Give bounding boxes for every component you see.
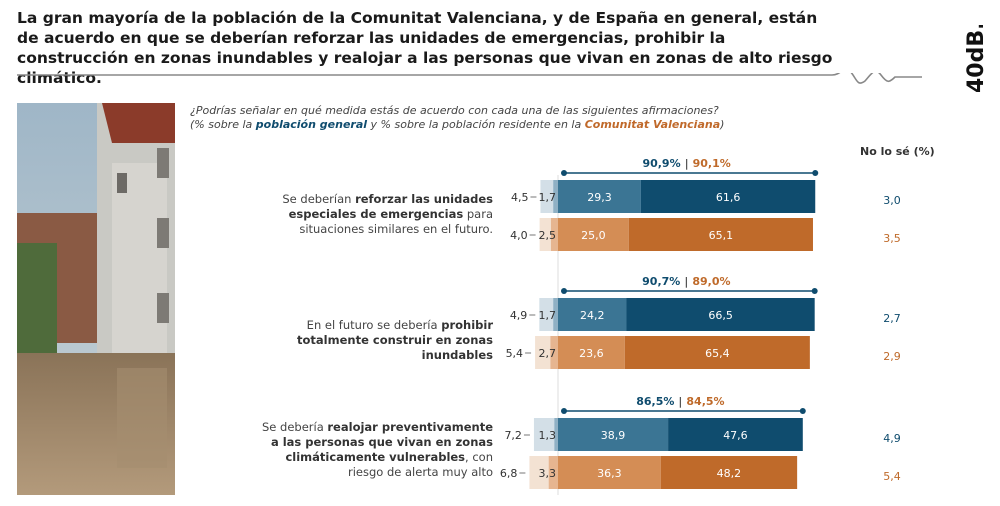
- bracket-dot: [561, 408, 567, 414]
- no-sabe-header: No lo sé (%): [860, 145, 935, 158]
- label-strong-agree: 48,2: [717, 467, 742, 480]
- bar-disagree: [548, 456, 558, 489]
- group-general-label: población general: [255, 118, 368, 131]
- stmt-bold: reforzar las unidades especiales de emer…: [288, 192, 493, 221]
- bar-strong-agree: [626, 298, 815, 331]
- bar-strong-disagree: [533, 418, 555, 451]
- label-no-sabe: 5,4: [883, 470, 901, 483]
- label-strong-disagree: 7,2: [504, 429, 522, 442]
- stmt-text: En el futuro se debería: [306, 318, 442, 332]
- bar-strong-disagree: [535, 336, 551, 369]
- bar-strong-disagree: [540, 180, 554, 213]
- label-strong-disagree: 4,9: [510, 309, 528, 322]
- bar-strong-agree: [640, 180, 816, 213]
- label-agree: 36,3: [597, 467, 622, 480]
- bar-agree: [558, 180, 641, 213]
- label-agree: 25,0: [581, 229, 606, 242]
- group-cv-label: Comunitat Valenciana: [584, 118, 721, 131]
- bar-strong-agree: [668, 418, 803, 451]
- label-strong-disagree: 4,5: [511, 191, 529, 204]
- note-text: y % sobre la población residente en la: [367, 118, 585, 131]
- statement-2: En el futuro se debería prohibir totalme…: [253, 318, 493, 363]
- label-disagree: 1,3: [539, 429, 557, 442]
- total-separator: |: [685, 157, 689, 170]
- bracket-dot: [561, 288, 567, 294]
- bar-agree: [558, 336, 625, 369]
- bar-agree: [558, 418, 669, 451]
- total-general: 86,5%: [636, 395, 674, 408]
- total-cv: 90,1%: [693, 157, 731, 170]
- note-text: (% sobre la: [190, 118, 256, 131]
- question-note: (% sobre la población general y % sobre …: [190, 118, 724, 132]
- label-agree: 23,6: [579, 347, 604, 360]
- stmt-bold: prohibir totalmente construir en zonas i…: [297, 318, 493, 362]
- bar-agree: [558, 218, 629, 251]
- bar-disagree: [554, 418, 558, 451]
- total-general: 90,9%: [642, 157, 680, 170]
- bar-strong-agree: [660, 456, 798, 489]
- label-strong-disagree: 4,0: [510, 229, 528, 242]
- note-text: ): [720, 118, 725, 131]
- label-disagree: 1,7: [539, 191, 557, 204]
- label-no-sabe: 2,9: [883, 350, 901, 363]
- stmt-text: Se deberían: [282, 192, 356, 206]
- flooded-street-photo: [17, 103, 175, 495]
- page-title: La gran mayoría de la población de la Co…: [17, 9, 833, 87]
- bar-strong-disagree: [529, 456, 549, 489]
- bar-disagree: [550, 218, 558, 251]
- total-cv: 89,0%: [692, 275, 730, 288]
- label-no-sabe: 4,9: [883, 432, 901, 445]
- label-no-sabe: 3,5: [883, 232, 901, 245]
- brand-logo: 40dB.: [964, 25, 989, 93]
- bracket-dot: [812, 170, 819, 176]
- logo-text: 40dB.: [964, 25, 989, 93]
- label-agree: 29,3: [587, 191, 612, 204]
- label-strong-agree: 65,4: [705, 347, 730, 360]
- total-general: 90,7%: [642, 275, 680, 288]
- bar-strong-agree: [628, 218, 813, 251]
- label-strong-agree: 47,6: [723, 429, 748, 442]
- label-strong-disagree: 5,4: [506, 347, 524, 360]
- bar-strong-disagree: [539, 298, 554, 331]
- bar-disagree: [550, 336, 558, 369]
- total-separator: |: [678, 395, 682, 408]
- bar-disagree: [553, 180, 558, 213]
- label-disagree: 2,7: [539, 347, 557, 360]
- bracket-dot: [811, 288, 818, 294]
- stmt-text: , con riesgo de alerta muy alto: [347, 450, 493, 479]
- label-disagree: 2,5: [539, 229, 557, 242]
- label-disagree: 3,3: [539, 467, 557, 480]
- stmt-text: Se debería: [261, 420, 328, 434]
- bar-strong-agree: [624, 336, 810, 369]
- question-text: ¿Podrías señalar en qué medida estás de …: [190, 104, 719, 117]
- bracket-dot: [561, 170, 567, 176]
- label-strong-disagree: 6,8: [500, 467, 518, 480]
- bar-strong-disagree: [539, 218, 551, 251]
- label-strong-agree: 66,5: [708, 309, 733, 322]
- stmt-text: para situaciones similares en el futuro.: [299, 207, 493, 236]
- stmt-bold: realojar preventivamente a las personas …: [270, 420, 493, 464]
- label-no-sabe: 3,0: [883, 194, 901, 207]
- label-agree: 24,2: [580, 309, 605, 322]
- bracket-dot: [799, 408, 806, 414]
- bar-disagree: [553, 298, 558, 331]
- label-strong-agree: 61,6: [716, 191, 741, 204]
- label-no-sabe: 2,7: [883, 312, 901, 325]
- label-strong-agree: 65,1: [709, 229, 734, 242]
- bar-agree: [558, 298, 627, 331]
- total-cv: 84,5%: [686, 395, 724, 408]
- survey-question: ¿Podrías señalar en qué medida estás de …: [190, 104, 724, 132]
- statement-3: Se debería realojar preventivamente a la…: [253, 420, 493, 480]
- total-separator: |: [684, 275, 688, 288]
- bar-agree: [558, 456, 661, 489]
- label-disagree: 1,7: [539, 309, 557, 322]
- wave-divider: [17, 73, 922, 84]
- statement-1: Se deberían reforzar las unidades especi…: [253, 192, 493, 237]
- label-agree: 38,9: [601, 429, 626, 442]
